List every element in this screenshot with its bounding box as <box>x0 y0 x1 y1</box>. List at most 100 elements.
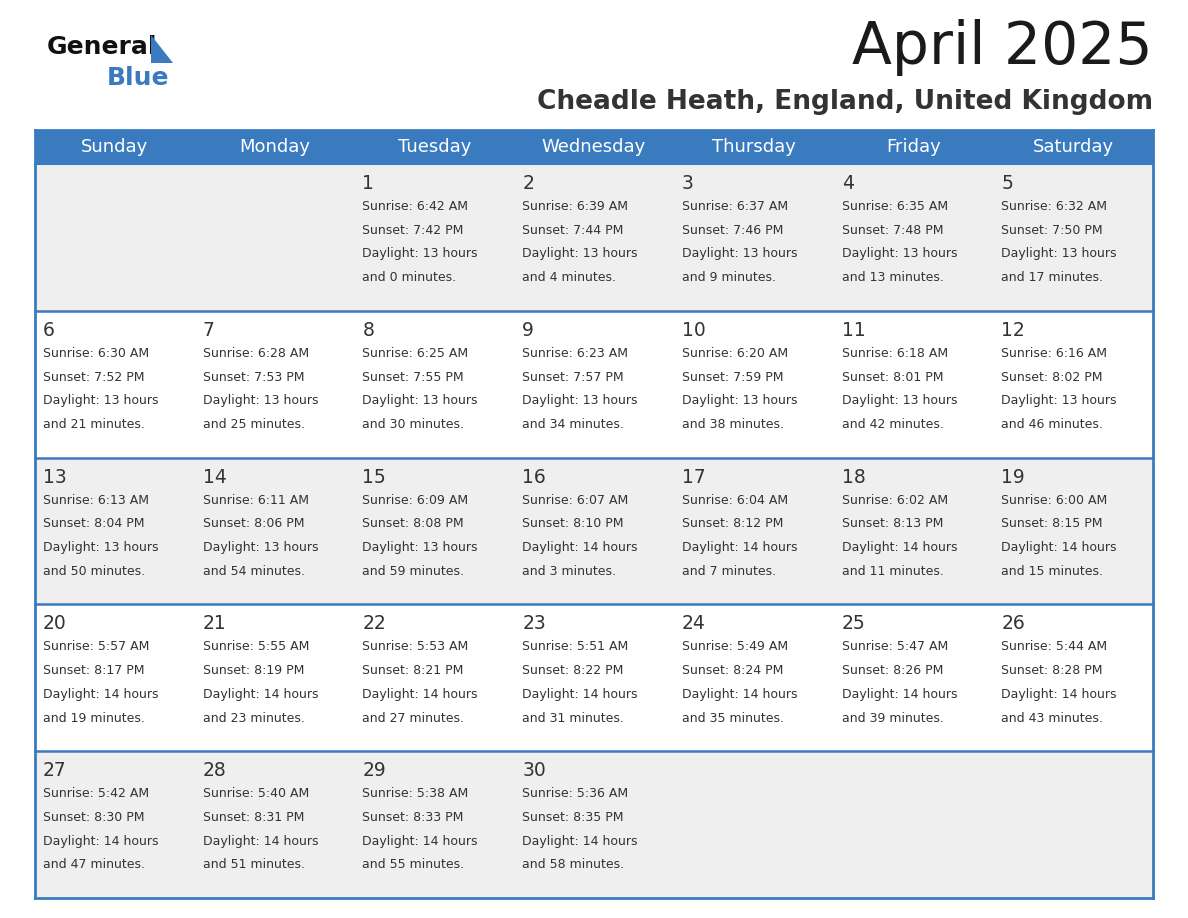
Bar <box>34 311 1154 457</box>
Text: Monday: Monday <box>239 138 310 156</box>
Text: Daylight: 14 hours: Daylight: 14 hours <box>841 541 958 554</box>
Text: Sunrise: 6:32 AM: Sunrise: 6:32 AM <box>1001 200 1107 213</box>
Text: 24: 24 <box>682 614 706 633</box>
Text: and 38 minutes.: and 38 minutes. <box>682 418 784 431</box>
Text: Sunset: 8:13 PM: Sunset: 8:13 PM <box>841 518 943 531</box>
Text: 11: 11 <box>841 320 865 340</box>
Text: and 35 minutes.: and 35 minutes. <box>682 711 784 724</box>
Text: 26: 26 <box>1001 614 1025 633</box>
Text: 2: 2 <box>523 174 535 193</box>
Text: Sunset: 8:31 PM: Sunset: 8:31 PM <box>203 811 304 824</box>
Text: Sunday: Sunday <box>81 138 148 156</box>
Text: Daylight: 13 hours: Daylight: 13 hours <box>1001 248 1117 261</box>
Text: and 25 minutes.: and 25 minutes. <box>203 418 304 431</box>
Text: Sunrise: 6:42 AM: Sunrise: 6:42 AM <box>362 200 468 213</box>
Text: and 7 minutes.: and 7 minutes. <box>682 565 776 577</box>
Text: Sunset: 7:53 PM: Sunset: 7:53 PM <box>203 371 304 384</box>
Text: Sunset: 8:10 PM: Sunset: 8:10 PM <box>523 518 624 531</box>
Text: and 30 minutes.: and 30 minutes. <box>362 418 465 431</box>
Text: Sunset: 8:04 PM: Sunset: 8:04 PM <box>43 518 145 531</box>
Text: Sunrise: 5:47 AM: Sunrise: 5:47 AM <box>841 641 948 654</box>
Text: Sunset: 7:44 PM: Sunset: 7:44 PM <box>523 224 624 237</box>
Bar <box>34 751 1154 898</box>
Text: Daylight: 14 hours: Daylight: 14 hours <box>362 688 478 700</box>
Text: Daylight: 14 hours: Daylight: 14 hours <box>841 688 958 700</box>
Text: and 59 minutes.: and 59 minutes. <box>362 565 465 577</box>
Text: and 0 minutes.: and 0 minutes. <box>362 271 456 285</box>
Bar <box>34 457 1154 604</box>
Text: Sunrise: 5:42 AM: Sunrise: 5:42 AM <box>43 788 150 800</box>
Bar <box>34 604 1154 751</box>
Text: Daylight: 14 hours: Daylight: 14 hours <box>362 834 478 847</box>
Text: Daylight: 13 hours: Daylight: 13 hours <box>523 248 638 261</box>
Text: 27: 27 <box>43 761 67 780</box>
Text: Sunrise: 6:13 AM: Sunrise: 6:13 AM <box>43 494 148 507</box>
Text: 3: 3 <box>682 174 694 193</box>
Text: Sunrise: 5:44 AM: Sunrise: 5:44 AM <box>1001 641 1107 654</box>
Text: 6: 6 <box>43 320 55 340</box>
Text: Sunset: 8:21 PM: Sunset: 8:21 PM <box>362 664 463 677</box>
Text: and 19 minutes.: and 19 minutes. <box>43 711 145 724</box>
Text: and 54 minutes.: and 54 minutes. <box>203 565 304 577</box>
Text: Sunrise: 5:38 AM: Sunrise: 5:38 AM <box>362 788 469 800</box>
Text: Daylight: 14 hours: Daylight: 14 hours <box>682 541 797 554</box>
Text: Saturday: Saturday <box>1032 138 1113 156</box>
Text: Sunset: 7:59 PM: Sunset: 7:59 PM <box>682 371 783 384</box>
Text: Daylight: 14 hours: Daylight: 14 hours <box>523 834 638 847</box>
Text: Daylight: 14 hours: Daylight: 14 hours <box>203 834 318 847</box>
Text: and 34 minutes.: and 34 minutes. <box>523 418 624 431</box>
Text: Daylight: 13 hours: Daylight: 13 hours <box>682 248 797 261</box>
Text: 25: 25 <box>841 614 865 633</box>
Text: Sunset: 8:12 PM: Sunset: 8:12 PM <box>682 518 783 531</box>
Text: 29: 29 <box>362 761 386 780</box>
Bar <box>34 164 1154 311</box>
Text: Sunrise: 6:25 AM: Sunrise: 6:25 AM <box>362 347 468 360</box>
Text: Sunset: 8:26 PM: Sunset: 8:26 PM <box>841 664 943 677</box>
Text: Daylight: 14 hours: Daylight: 14 hours <box>523 541 638 554</box>
Text: 4: 4 <box>841 174 853 193</box>
Text: Daylight: 13 hours: Daylight: 13 hours <box>682 394 797 408</box>
Text: Daylight: 14 hours: Daylight: 14 hours <box>203 688 318 700</box>
Text: 5: 5 <box>1001 174 1013 193</box>
Text: 7: 7 <box>203 320 215 340</box>
Text: Sunset: 7:46 PM: Sunset: 7:46 PM <box>682 224 783 237</box>
Text: Sunrise: 6:23 AM: Sunrise: 6:23 AM <box>523 347 628 360</box>
Text: Sunset: 8:19 PM: Sunset: 8:19 PM <box>203 664 304 677</box>
Text: Daylight: 14 hours: Daylight: 14 hours <box>682 688 797 700</box>
Text: and 17 minutes.: and 17 minutes. <box>1001 271 1104 285</box>
Text: 30: 30 <box>523 761 546 780</box>
Text: 9: 9 <box>523 320 535 340</box>
Text: Sunset: 8:15 PM: Sunset: 8:15 PM <box>1001 518 1102 531</box>
Text: and 58 minutes.: and 58 minutes. <box>523 858 624 871</box>
Text: Tuesday: Tuesday <box>398 138 470 156</box>
Text: Sunset: 8:02 PM: Sunset: 8:02 PM <box>1001 371 1102 384</box>
Text: Sunrise: 6:09 AM: Sunrise: 6:09 AM <box>362 494 468 507</box>
Text: Daylight: 13 hours: Daylight: 13 hours <box>203 394 318 408</box>
Text: 22: 22 <box>362 614 386 633</box>
Text: and 51 minutes.: and 51 minutes. <box>203 858 304 871</box>
Text: Sunset: 7:57 PM: Sunset: 7:57 PM <box>523 371 624 384</box>
Text: 21: 21 <box>203 614 227 633</box>
Text: and 15 minutes.: and 15 minutes. <box>1001 565 1104 577</box>
Text: and 9 minutes.: and 9 minutes. <box>682 271 776 285</box>
Text: Sunset: 8:17 PM: Sunset: 8:17 PM <box>43 664 145 677</box>
Text: Sunrise: 5:55 AM: Sunrise: 5:55 AM <box>203 641 309 654</box>
Text: Sunset: 8:30 PM: Sunset: 8:30 PM <box>43 811 145 824</box>
Text: Sunset: 7:52 PM: Sunset: 7:52 PM <box>43 371 145 384</box>
Text: 15: 15 <box>362 467 386 487</box>
Text: 20: 20 <box>43 614 67 633</box>
Text: Sunset: 7:42 PM: Sunset: 7:42 PM <box>362 224 463 237</box>
Text: and 39 minutes.: and 39 minutes. <box>841 711 943 724</box>
Text: Sunrise: 6:02 AM: Sunrise: 6:02 AM <box>841 494 948 507</box>
Text: Sunset: 8:08 PM: Sunset: 8:08 PM <box>362 518 465 531</box>
Text: Daylight: 13 hours: Daylight: 13 hours <box>203 541 318 554</box>
Text: 14: 14 <box>203 467 227 487</box>
Text: Sunrise: 6:04 AM: Sunrise: 6:04 AM <box>682 494 788 507</box>
Text: 17: 17 <box>682 467 706 487</box>
Text: and 27 minutes.: and 27 minutes. <box>362 711 465 724</box>
Text: Sunset: 8:24 PM: Sunset: 8:24 PM <box>682 664 783 677</box>
Text: and 21 minutes.: and 21 minutes. <box>43 418 145 431</box>
Text: Daylight: 13 hours: Daylight: 13 hours <box>362 248 478 261</box>
Text: Sunrise: 5:40 AM: Sunrise: 5:40 AM <box>203 788 309 800</box>
Text: and 13 minutes.: and 13 minutes. <box>841 271 943 285</box>
